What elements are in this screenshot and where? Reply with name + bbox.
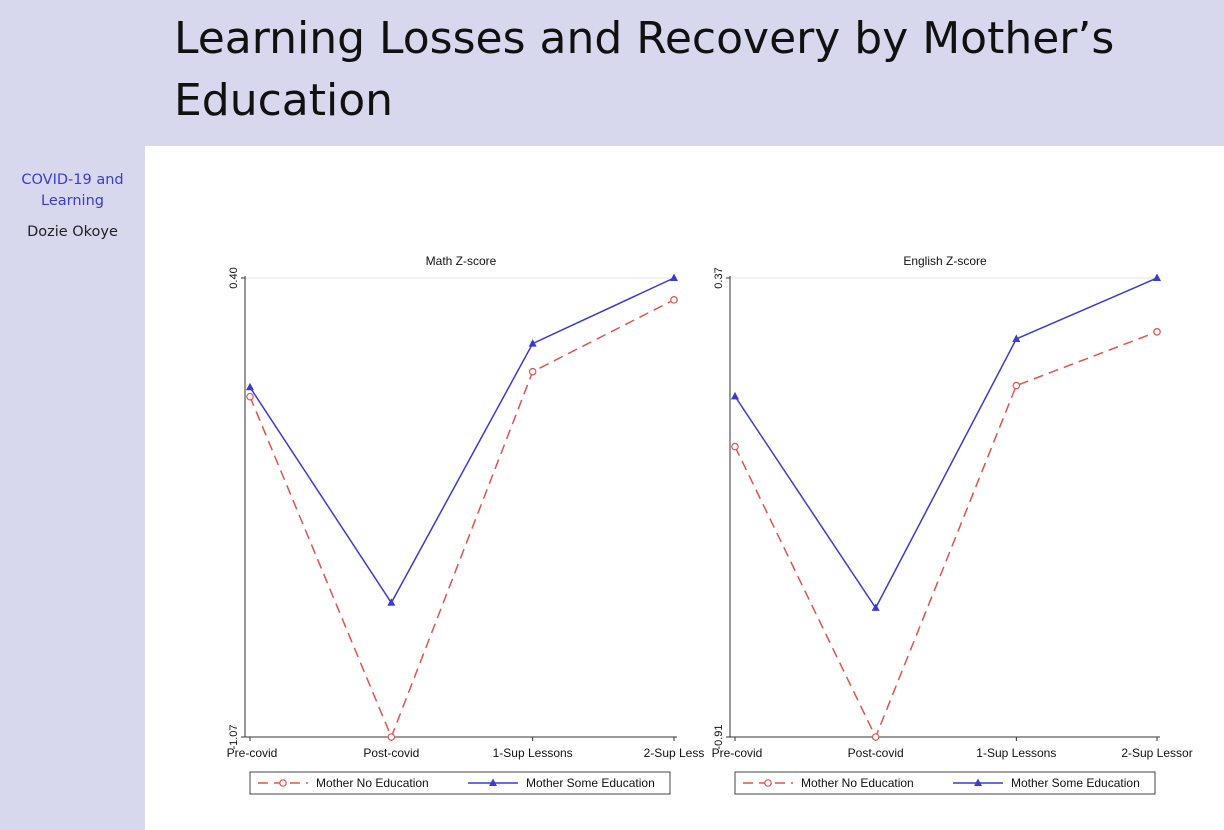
y-tick-label: -1.07 [228,724,240,749]
chart-panel-2: English Z-score -0.91 0.37 Pre-covid Post-co… [712,254,1193,795]
data-point [246,382,254,391]
chart-panel-1: Math Z-score -1.07 0.40 Pre-covid Post-covid… [227,254,705,795]
x-tick-label: 2-Sup Lessor [1121,746,1192,760]
y-tick-label: -0.91 [713,724,725,749]
data-point [387,598,396,606]
legend-label: Mother Some Education [526,776,655,790]
series-line-2 [249,277,675,605]
data-point [246,392,254,401]
legend-box [249,771,671,795]
series-line-1 [734,331,1158,739]
legend-marker [974,778,982,786]
data-point [528,339,537,347]
sidebar-navigation: COVID-19 and Learning Dozie Okoye [0,170,145,243]
x-tick-label: 2-Sup Less [644,746,705,760]
data-point [1153,273,1161,281]
y-tick-label: 0.40 [228,267,240,288]
data-point [871,603,880,611]
x-tick-label: 1-Sup Lessons [976,746,1056,760]
sidebar-author: Dozie Okoye [27,224,118,240]
data-point [731,391,739,400]
legend-box [734,771,1156,795]
legend-marker [764,779,772,787]
x-tick-label: 1-Sup Lessons [493,746,573,760]
data-point [1012,381,1021,390]
legend-marker [489,778,497,786]
charts-figure: Math Z-score -1.07 0.40 Pre-covid Post-covid… [227,254,1193,795]
x-tick-label: Pre-covid [712,746,763,760]
data-point [528,367,537,376]
legend-label: Mother No Education [316,776,429,790]
legend-marker [279,779,287,787]
sidebar-talk-title-link[interactable]: COVID-19 and Learning [21,172,124,209]
x-tick-label: Post-covid [848,746,904,760]
series-line-2 [734,277,1158,610]
data-point [1153,327,1161,336]
data-point [670,296,678,304]
data-point [387,733,396,741]
title-bar [145,0,1224,146]
x-tick-label: Pre-covid [227,746,278,760]
data-point [871,733,880,741]
legend-label: Mother Some Education [1011,776,1140,790]
y-tick-label: 0.37 [713,267,725,288]
data-point [731,442,739,451]
x-tick-label: Post-covid [363,746,419,760]
chart-title: English Z-score [903,254,987,268]
sidebar-background [0,0,145,830]
data-point [1012,334,1021,342]
series-line-1 [249,299,675,740]
legend-label: Mother No Education [801,776,914,790]
chart-title: Math Z-score [426,254,497,268]
data-point [670,273,678,281]
slide-title: Learning Losses and Recovery by Mother’s… [174,13,1115,126]
